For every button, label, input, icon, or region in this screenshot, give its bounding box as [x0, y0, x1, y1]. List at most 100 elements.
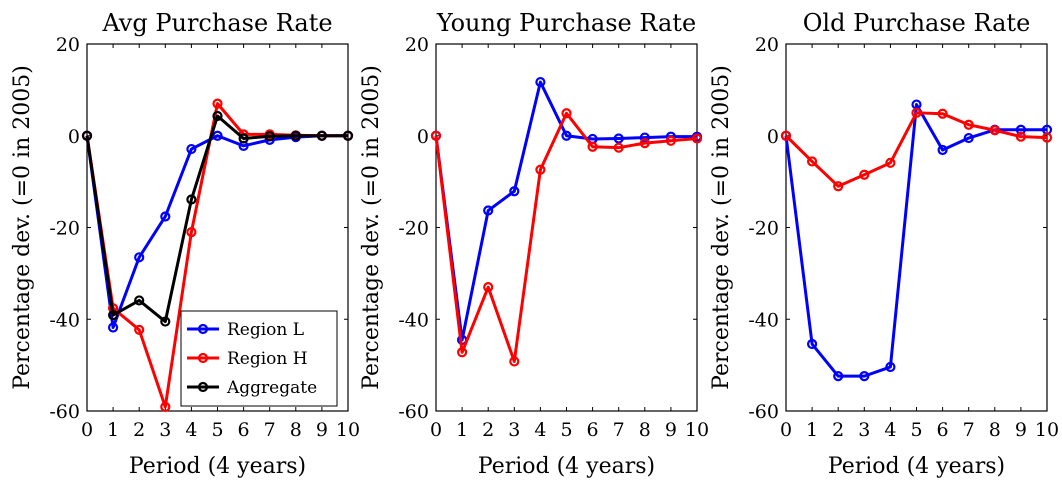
data-point-series-0: [186, 143, 197, 155]
series-line-1: [434, 111, 698, 363]
data-point-series-2: [81, 130, 93, 141]
chart-title: Young Purchase Rate: [436, 9, 696, 37]
data-point-series-2: [342, 130, 354, 141]
data-point-series-0: [859, 371, 870, 382]
x-tick-label: 9: [665, 419, 677, 441]
data-point-series-0: [134, 252, 145, 263]
series-line-0: [784, 103, 1047, 378]
data-point-series-1: [1015, 131, 1027, 142]
x-tick-label: 7: [613, 419, 625, 441]
data-point-series-0: [963, 132, 974, 144]
data-point-series-0: [1015, 124, 1027, 135]
x-tick-label: 6: [238, 419, 250, 441]
y-tick-label: 20: [755, 34, 779, 56]
legend-marker-2: [197, 381, 209, 393]
data-point-series-1: [186, 226, 197, 238]
x-tick-label: 10: [336, 419, 360, 441]
data-point-series-2: [107, 310, 119, 321]
plot-frame: [785, 43, 1048, 412]
chart-title: Avg Purchase Rate: [101, 9, 332, 37]
data-point-series-2: [238, 133, 249, 144]
y-tick-label: -40: [398, 309, 429, 331]
x-tick-label: 8: [290, 419, 302, 441]
data-point-series-0: [107, 322, 119, 333]
data-point-series-1: [639, 137, 650, 149]
data-point-series-0: [833, 371, 844, 382]
legend-marker-0: [197, 323, 209, 335]
y-tick-label: 20: [56, 34, 80, 56]
data-point-series-1: [509, 356, 520, 367]
data-point-series-1: [691, 133, 703, 144]
data-point-series-1: [1041, 132, 1053, 143]
data-point-series-1: [160, 401, 171, 412]
x-tick-label: 8: [639, 419, 651, 441]
y-tick-label: 0: [417, 126, 429, 148]
data-point-series-0: [937, 144, 948, 156]
data-point-series-1: [430, 130, 442, 141]
x-tick-label: 5: [560, 419, 572, 441]
x-tick-label: 0: [430, 419, 442, 441]
data-point-series-1: [885, 157, 896, 168]
y-axis-label: Percentage dev. (=0 in 2005): [359, 65, 384, 390]
x-tick-label: 3: [159, 419, 171, 441]
x-tick-label: 2: [482, 419, 494, 441]
legend-label: Aggregate: [226, 378, 317, 398]
x-tick-label: 10: [1035, 419, 1059, 441]
data-point-series-1: [134, 324, 145, 335]
data-point-series-1: [963, 119, 974, 130]
x-tick-label: 2: [133, 419, 145, 441]
data-point-series-1: [457, 347, 468, 358]
data-point-series-1: [806, 156, 818, 167]
data-point-series-1: [780, 130, 792, 141]
data-point-series-1: [665, 135, 677, 146]
data-point-series-2: [290, 130, 301, 141]
x-tick-label: 7: [963, 419, 975, 441]
x-tick-label: 2: [832, 419, 844, 441]
y-tick-label: -60: [49, 401, 80, 423]
y-tick-label: 0: [767, 126, 779, 148]
chart-title: Old Purchase Rate: [803, 9, 1031, 37]
y-tick-label: -60: [748, 401, 779, 423]
x-tick-label: 4: [185, 419, 197, 441]
x-tick-label: 7: [264, 419, 276, 441]
x-tick-label: 10: [685, 419, 709, 441]
x-tick-label: 6: [937, 419, 949, 441]
y-axis-label: Percentage dev. (=0 in 2005): [709, 65, 734, 390]
y-tick-label: -40: [748, 309, 779, 331]
x-axis-label: Period (4 years): [478, 454, 655, 479]
x-axis-label: Period (4 years): [828, 454, 1005, 479]
x-tick-label: 8: [989, 419, 1001, 441]
data-point-series-2: [134, 295, 145, 306]
data-point-series-1: [911, 107, 922, 118]
series-line-0: [85, 134, 348, 330]
x-tick-label: 6: [587, 419, 599, 441]
x-tick-label: 9: [1015, 419, 1027, 441]
data-point-series-0: [483, 205, 494, 216]
data-point-series-2: [186, 194, 197, 205]
series-line-0: [434, 80, 697, 342]
x-axis-label: Period (4 years): [129, 454, 306, 479]
x-tick-label: 3: [858, 419, 870, 441]
data-point-series-1: [613, 142, 624, 153]
data-point-series-1: [535, 164, 546, 175]
data-point-series-1: [561, 108, 572, 119]
y-axis-label: Percentage dev. (=0 in 2005): [10, 65, 35, 390]
y-tick-label: 20: [405, 34, 429, 56]
data-point-series-1: [483, 282, 494, 293]
y-tick-label: -20: [398, 218, 429, 240]
data-point-series-0: [212, 130, 223, 141]
data-point-series-0: [509, 186, 520, 197]
x-tick-label: 9: [316, 419, 328, 441]
data-point-series-2: [264, 131, 275, 142]
x-tick-label: 1: [107, 419, 119, 441]
y-tick-label: -60: [398, 401, 429, 423]
data-point-series-0: [535, 76, 546, 88]
plot-frame: [435, 43, 698, 412]
series-line-2: [85, 114, 348, 324]
x-tick-label: 5: [910, 419, 922, 441]
legend-label: Region H: [227, 349, 308, 369]
data-point-series-2: [212, 110, 223, 122]
